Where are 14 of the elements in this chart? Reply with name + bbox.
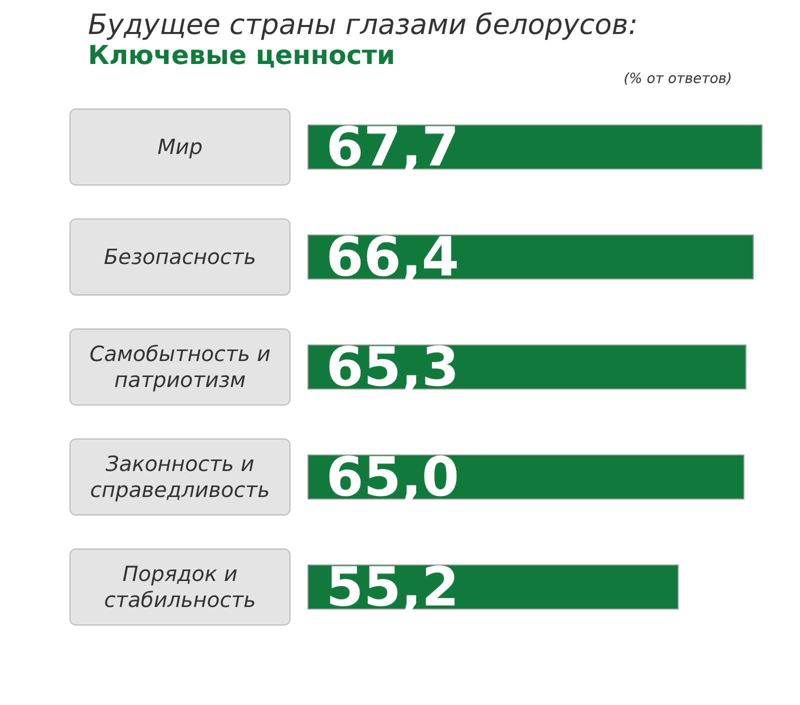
text: (% от ответов): [622, 71, 733, 87]
y-tick-label: Безопасность: [104, 245, 256, 269]
chart-subtitle: Ключевые ценности: [87, 41, 396, 71]
data-label: 67,7: [326, 116, 460, 178]
y-tick-label: Самобытность и патриотизм: [89, 342, 271, 392]
y-tick-label: Законность и справедливость: [90, 452, 270, 502]
bar: [308, 124, 762, 170]
data-label: 65,3: [326, 336, 460, 398]
y-tick-label: Порядок и стабильность: [104, 562, 256, 612]
data-label: 65,0: [326, 446, 460, 508]
data-label: 55,2: [326, 556, 460, 618]
data-label: 66,4: [326, 226, 460, 288]
y-tick-label: Мир: [157, 135, 203, 159]
chart-title: Будущее страны глазами белорусов:: [87, 8, 639, 41]
